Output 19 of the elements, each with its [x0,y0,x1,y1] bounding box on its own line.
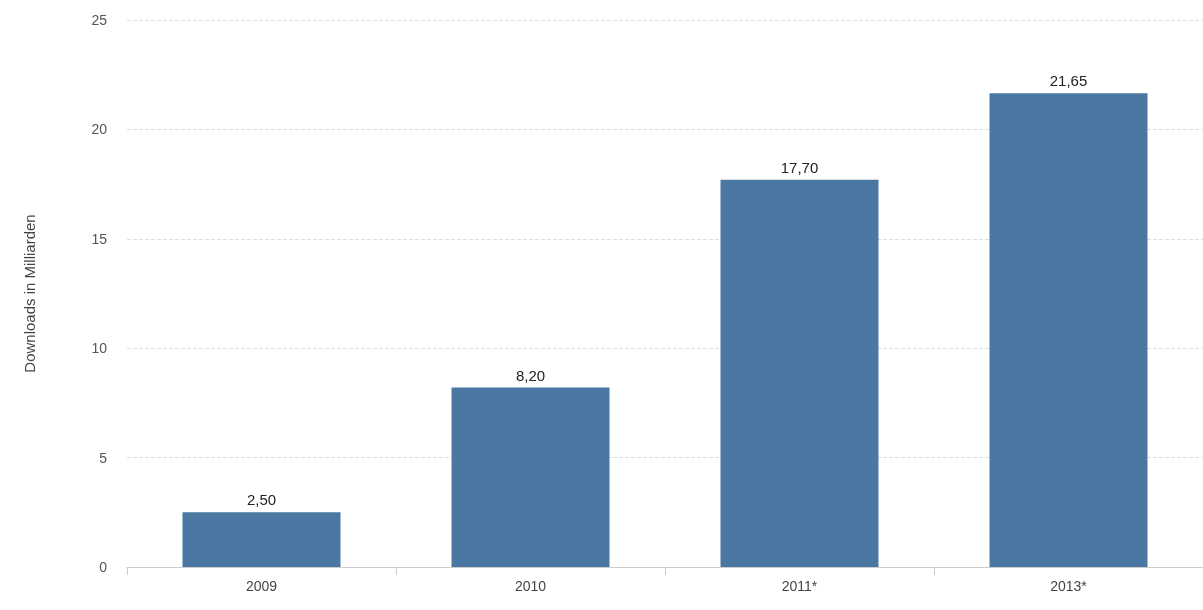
data-label: 8,20 [515,366,546,384]
data-label: 2,50 [246,491,277,509]
x-tick-label: 2011* [781,578,818,594]
data-label: 21,65 [1049,72,1088,90]
x-tick-label: 2010 [514,578,547,594]
y-tick-label: 10 [91,340,108,357]
bar [451,387,610,567]
y-axis-title: Downloads in Milliarden [21,214,38,373]
x-tick-label: 2009 [245,578,278,594]
y-tick-label: 15 [91,230,108,247]
y-tick-label: 25 [91,12,108,28]
y-tick-label: 0 [99,559,108,575]
bar [720,179,879,567]
y-tick-label: 20 [91,121,108,138]
bar [182,512,341,567]
bar [989,93,1148,567]
y-tick-label: 5 [99,449,108,466]
data-label: 17,70 [780,158,819,176]
x-tick-label: 2013* [1050,578,1088,594]
